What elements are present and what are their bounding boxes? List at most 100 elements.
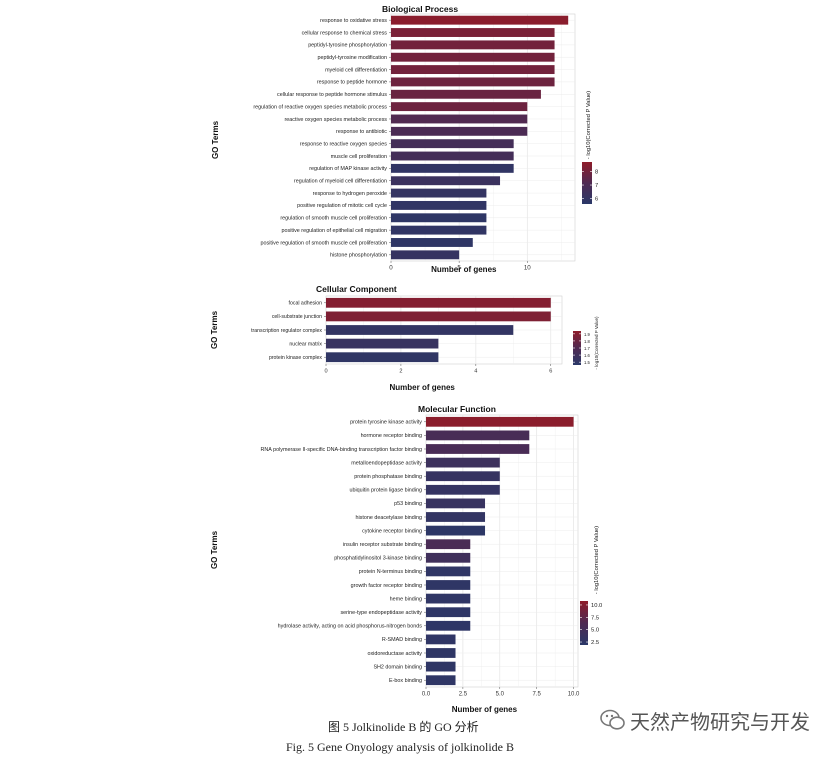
bar [391, 15, 569, 25]
category-label: regulation of reactive oxygen species me… [253, 104, 387, 110]
category-label: peptidyl-tyrosine modification [317, 55, 387, 61]
bar [426, 525, 486, 536]
bar [426, 580, 471, 590]
x-tick-label: 10 [524, 265, 531, 272]
category-label: growth factor receptor binding [351, 583, 422, 589]
category-label: protein phosphatase binding [354, 474, 422, 480]
bar [426, 648, 456, 658]
y-axis-label: GO Terms [210, 310, 219, 349]
bar [426, 607, 471, 618]
x-tick-label: 2 [399, 369, 402, 375]
category-label: heme binding [390, 596, 422, 602]
category-label: response to hydrogen peroxide [313, 191, 387, 197]
legend-tick-label: 1.6 [584, 353, 590, 358]
category-label: regulation of smooth muscle cell prolife… [280, 216, 387, 222]
bar [426, 661, 456, 672]
x-tick-label: 6 [549, 369, 552, 375]
bar [426, 620, 471, 631]
bar [391, 65, 555, 75]
category-label: response to reactive oxygen species [300, 141, 388, 147]
bar [391, 89, 541, 99]
category-label: positive regulation of smooth muscle cel… [261, 240, 387, 246]
category-label: positive regulation of epithelial cell m… [282, 228, 387, 234]
bar [426, 416, 574, 427]
category-label: focal adhesion [289, 301, 323, 307]
plot-panel [390, 13, 576, 262]
legend-tick-label: 10.0 [591, 603, 602, 609]
go-analysis-figure: response to oxidative stress cellular res… [210, 4, 602, 714]
bar [426, 566, 471, 577]
category-label: peptidyl-tyrosine phosphorylation [308, 43, 387, 49]
x-tick-label: 0 [389, 265, 393, 272]
bar [426, 444, 530, 454]
legend-tick-label: 2.5 [591, 640, 599, 646]
bar [326, 325, 514, 335]
category-label: cellular response to chemical stress [302, 30, 388, 36]
x-tick-label: 7.5 [533, 692, 542, 698]
bar [426, 634, 456, 645]
bar [426, 471, 500, 482]
wechat-watermark: 天然产物研究与开发 [600, 705, 810, 735]
x-tick-label: 4 [474, 369, 477, 375]
bar [426, 539, 471, 550]
chart-title: Molecular Function [418, 404, 496, 414]
bar [426, 484, 500, 495]
bar [391, 151, 514, 161]
bar [426, 552, 471, 563]
category-label: protein N-terminus binding [359, 569, 422, 575]
wechat-logo-icon [600, 709, 625, 730]
legend-tick-label: 7.5 [591, 615, 599, 621]
caption-english: Fig. 5 Gene Onyology analysis of jolkino… [286, 740, 514, 754]
chart-title: Cellular Component [316, 284, 397, 294]
bar [326, 311, 551, 322]
x-axis-label: Number of genes [390, 383, 456, 392]
x-tick-label: 0 [324, 369, 327, 375]
bar [391, 238, 473, 247]
category-label: insulin receptor substrate binding [343, 542, 422, 548]
category-label: protein tyrosine kinase activity [350, 420, 422, 426]
bar [391, 139, 514, 149]
legend-colorbar [580, 601, 588, 645]
category-label: phosphatidylinositol 3-kinase binding [334, 556, 422, 562]
legend-tick-label: 1.5 [584, 360, 590, 365]
bar [426, 675, 456, 686]
category-label: metalloendopeptidase activity [351, 460, 422, 466]
x-tick-label: 5 [457, 265, 461, 272]
bar [391, 126, 528, 136]
bar [391, 213, 487, 223]
bar [391, 114, 528, 124]
watermark-text: 天然产物研究与开发 [630, 709, 810, 734]
bar [391, 200, 487, 210]
legend-tick-label: 1.9 [584, 332, 590, 337]
category-label: response to peptide hormone [317, 80, 387, 86]
category-label: cellular response to peptide hormone sti… [277, 92, 387, 98]
legend-colorbar [573, 331, 581, 365]
legend-title: - log10(Corrected P Value) [594, 316, 599, 370]
bar [391, 77, 555, 87]
category-label: histone phosphorylation [330, 253, 387, 259]
legend-tick-label: 5.0 [591, 628, 599, 634]
x-axis-label: Number of genes [452, 705, 518, 714]
legend-tick-label: 7 [595, 183, 598, 189]
legend-colorbar [582, 162, 592, 204]
bar [391, 28, 555, 37]
category-label: cell-substrate junction [272, 314, 322, 320]
bar [391, 40, 555, 50]
bar [391, 163, 514, 173]
category-label: hydrolase activity, acting on acid phosp… [278, 624, 423, 630]
category-label: E-box binding [389, 678, 422, 684]
bar [391, 102, 528, 112]
bar [426, 512, 486, 522]
y-axis-label: GO Terms [210, 530, 219, 569]
x-axis-label: Number of genes [431, 265, 497, 274]
bar [391, 176, 501, 186]
x-tick-label: 5.0 [496, 692, 505, 698]
category-label: hormone receptor binding [361, 433, 422, 439]
bar [391, 188, 487, 198]
chart-title: Biological Process [382, 4, 458, 14]
category-label: ubiquitin protein ligase binding [349, 488, 422, 494]
category-label: response to antibiotic [336, 129, 387, 135]
category-label: p53 binding [394, 501, 422, 507]
caption-chinese: 图 5 Jolkinolide B 的 GO 分析 [328, 720, 479, 734]
bar [326, 338, 439, 349]
